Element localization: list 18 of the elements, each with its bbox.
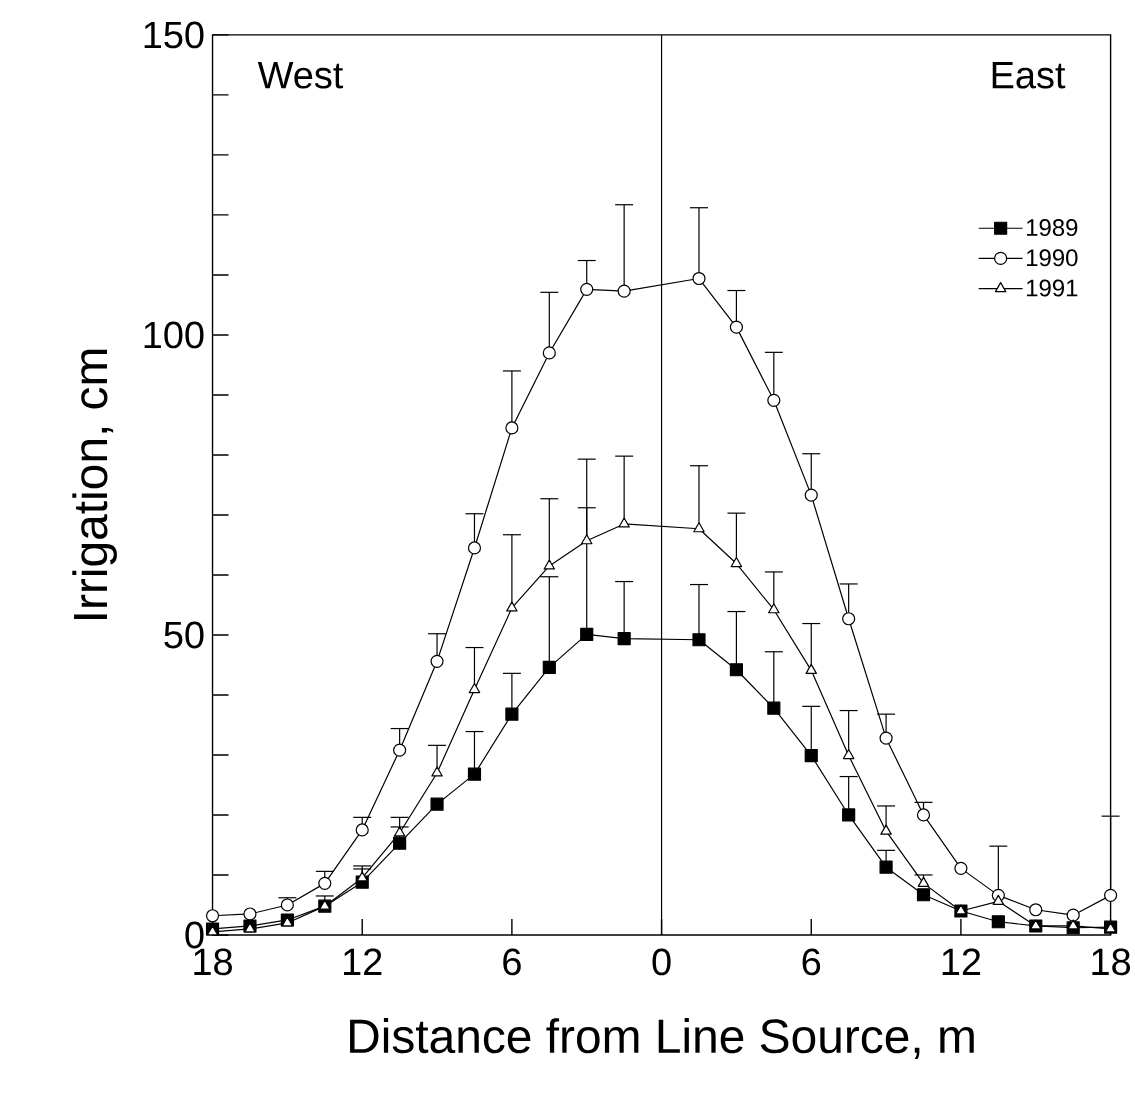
legend-label: 1991 [1027, 279, 1078, 297]
legend-label: 1990 [1027, 249, 1078, 267]
x-tick-label: 6 [503, 948, 521, 976]
legend-label: 1989 [1027, 219, 1078, 237]
y-tick-label: 100 [144, 321, 204, 349]
y-tick-label: 0 [185, 921, 204, 949]
annotation: West [257, 62, 344, 89]
y-tick-label: 150 [144, 21, 204, 49]
x-tick-label: 0 [652, 948, 671, 976]
x-tick-label: 12 [942, 948, 981, 976]
x-axis-title: Distance from Line Source, m [350, 1018, 974, 1060]
y-axis-title: Irrigation, cm [72, 349, 117, 620]
x-tick-label: 6 [802, 948, 821, 976]
x-tick-label: 18 [1092, 948, 1131, 976]
x-tick-label: 12 [344, 948, 382, 976]
x-tick-label: 18 [194, 948, 232, 976]
annotation: East [992, 62, 1066, 89]
y-tick-label: 50 [164, 621, 204, 649]
